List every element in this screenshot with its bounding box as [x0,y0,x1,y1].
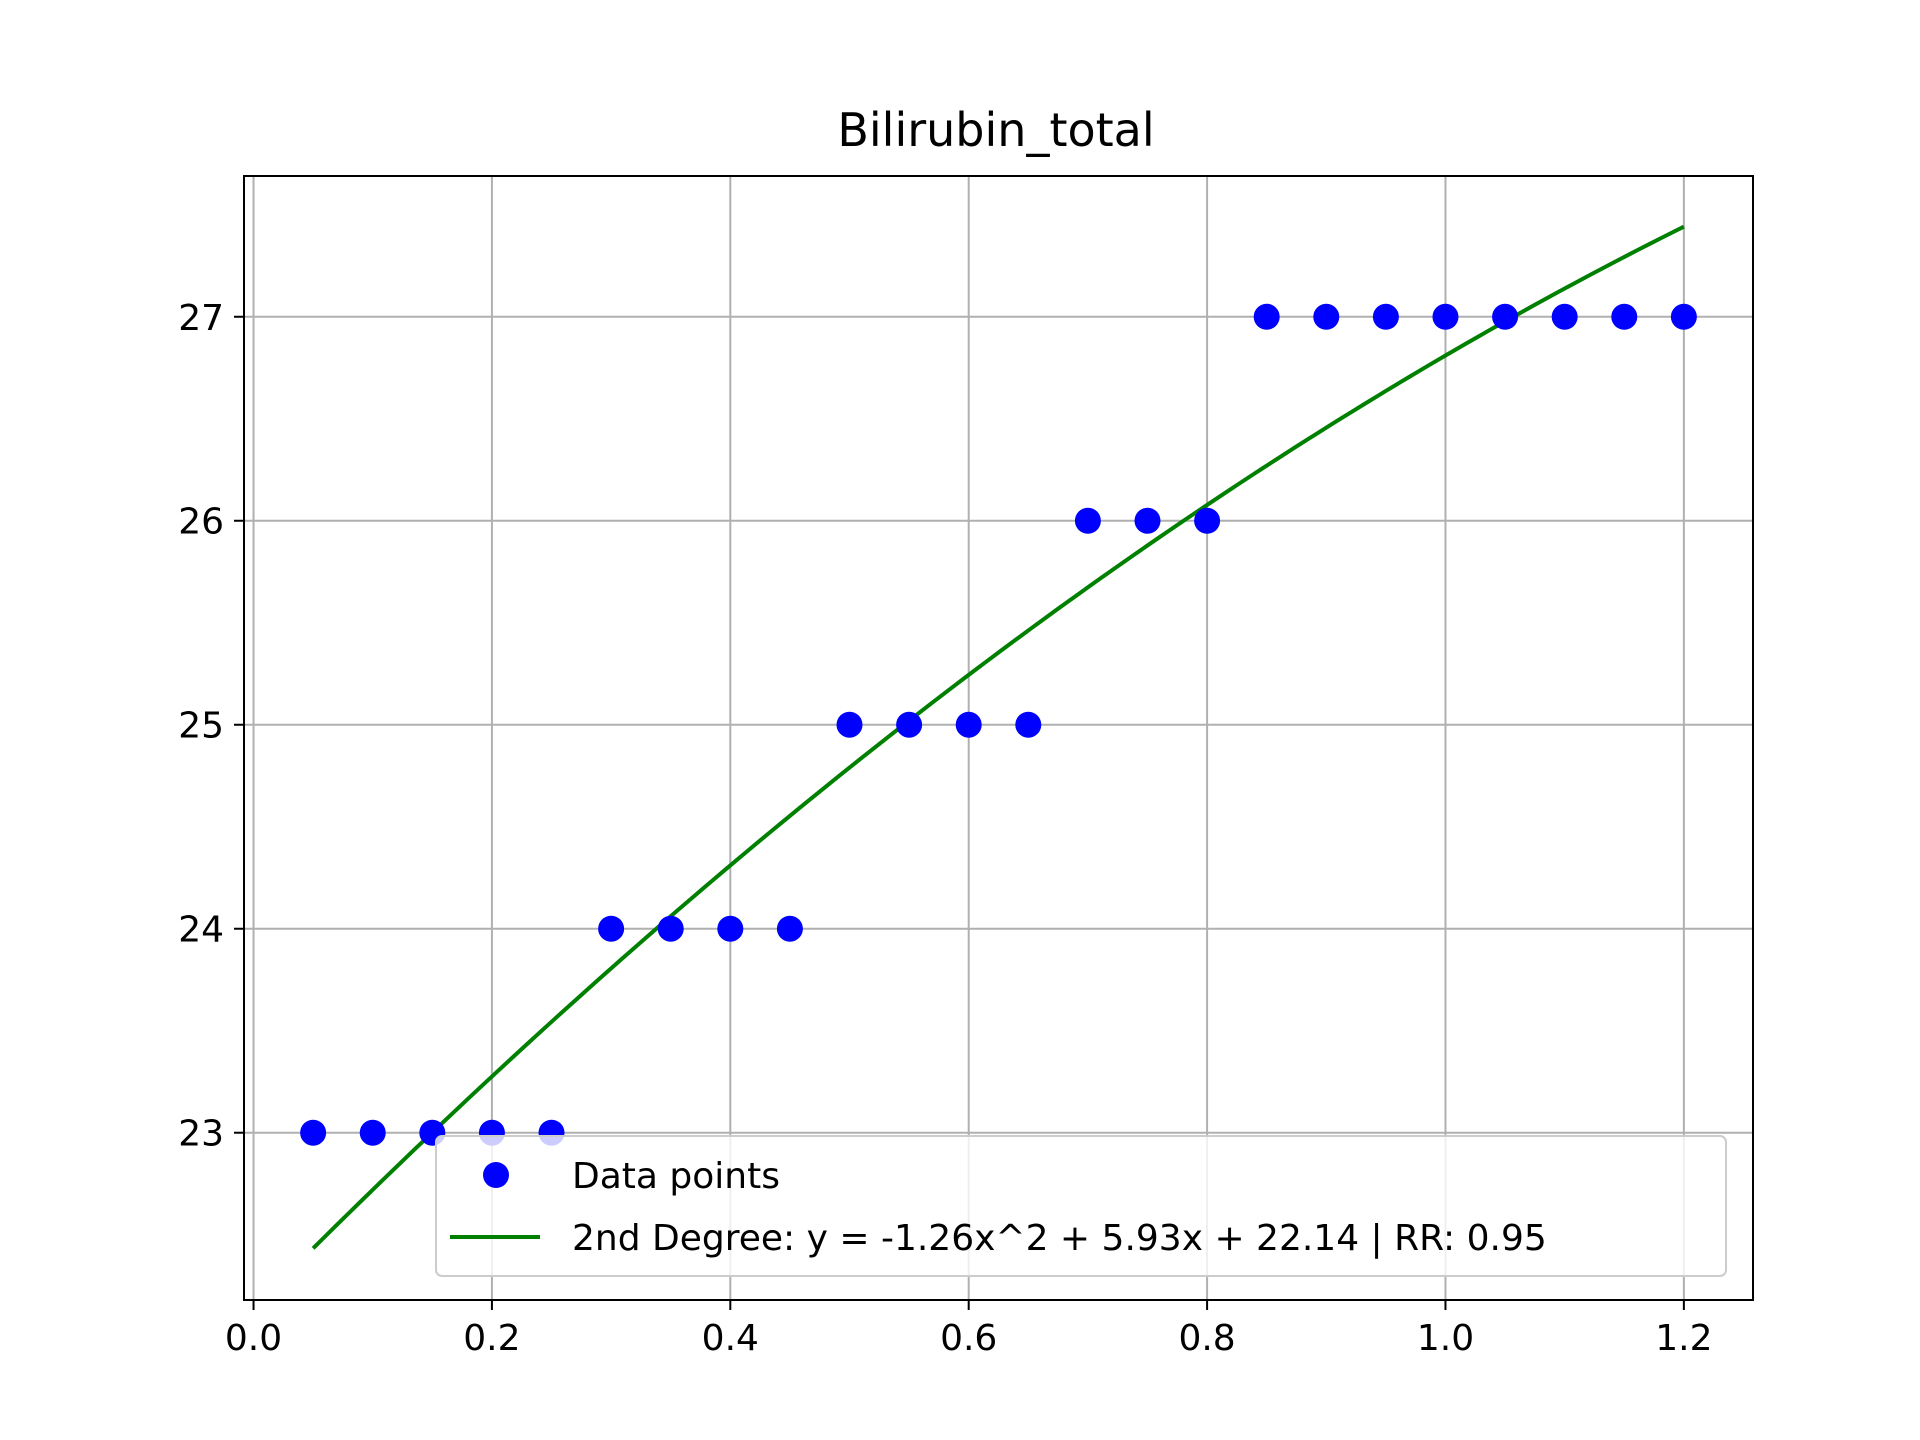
data-point [1372,303,1399,330]
fit-curve [311,224,1685,1250]
x-tick-label: 0.6 [940,1318,997,1359]
y-tick-label: 25 [178,706,224,747]
data-point [1074,507,1101,534]
x-tick-label: 0.0 [225,1318,282,1359]
x-tick-label: 1.2 [1655,1318,1712,1359]
legend-label-data-points: Data points [572,1156,780,1197]
chart-title: Bilirubin_total [837,103,1154,157]
legend-marker-data-points [483,1162,509,1188]
plot-frame [243,175,1754,1301]
y-tick-label: 23 [178,1114,224,1155]
data-point [598,915,625,942]
data-point [717,915,744,942]
data-point [1313,303,1340,330]
y-tick-label: 26 [178,502,224,543]
data-point [1194,507,1221,534]
data-point [1134,507,1161,534]
legend-label-fit-curve: 2nd Degree: y = -1.26x^2 + 5.93x + 22.14… [572,1218,1547,1259]
data-point [300,1119,327,1146]
x-tick-label: 1.0 [1417,1318,1474,1359]
x-tick-label: 0.8 [1178,1318,1235,1359]
data-point [1015,711,1042,738]
axis-ticks: 0.0 0.2 0.4 0.6 0.8 1.0 1.2 23 24 25 26 27 [178,298,1712,1359]
data-point [1492,303,1519,330]
data-point [836,711,863,738]
y-tick-label: 27 [178,298,224,339]
data-point [1670,303,1697,330]
data-point [896,711,923,738]
data-point [359,1119,386,1146]
legend: Data points 2nd Degree: y = -1.26x^2 + 5… [435,1135,1727,1277]
data-point [955,711,982,738]
data-points-layer [300,303,1697,1146]
x-tick-label: 0.2 [463,1318,520,1359]
data-point [1551,303,1578,330]
y-tick-label: 24 [178,910,224,951]
data-point [657,915,684,942]
data-point [1253,303,1280,330]
legend-box [435,1135,1727,1277]
data-point [1611,303,1638,330]
fit-curve-layer [311,224,1685,1250]
data-point [776,915,803,942]
x-tick-label: 0.4 [702,1318,759,1359]
data-point [1432,303,1459,330]
